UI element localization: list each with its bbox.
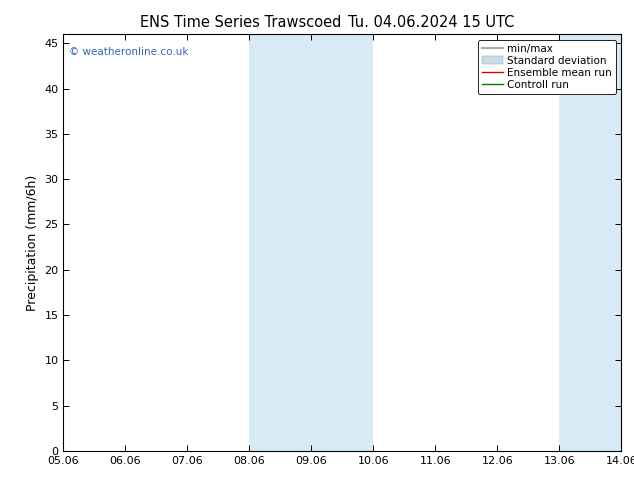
- Text: Tu. 04.06.2024 15 UTC: Tu. 04.06.2024 15 UTC: [348, 15, 514, 30]
- Bar: [559, 34, 621, 451]
- Bar: [249, 34, 373, 451]
- Y-axis label: Precipitation (mm/6h): Precipitation (mm/6h): [26, 174, 39, 311]
- Text: © weatheronline.co.uk: © weatheronline.co.uk: [69, 47, 188, 57]
- Legend: min/max, Standard deviation, Ensemble mean run, Controll run: min/max, Standard deviation, Ensemble me…: [478, 40, 616, 94]
- Text: ENS Time Series Trawscoed: ENS Time Series Trawscoed: [140, 15, 342, 30]
